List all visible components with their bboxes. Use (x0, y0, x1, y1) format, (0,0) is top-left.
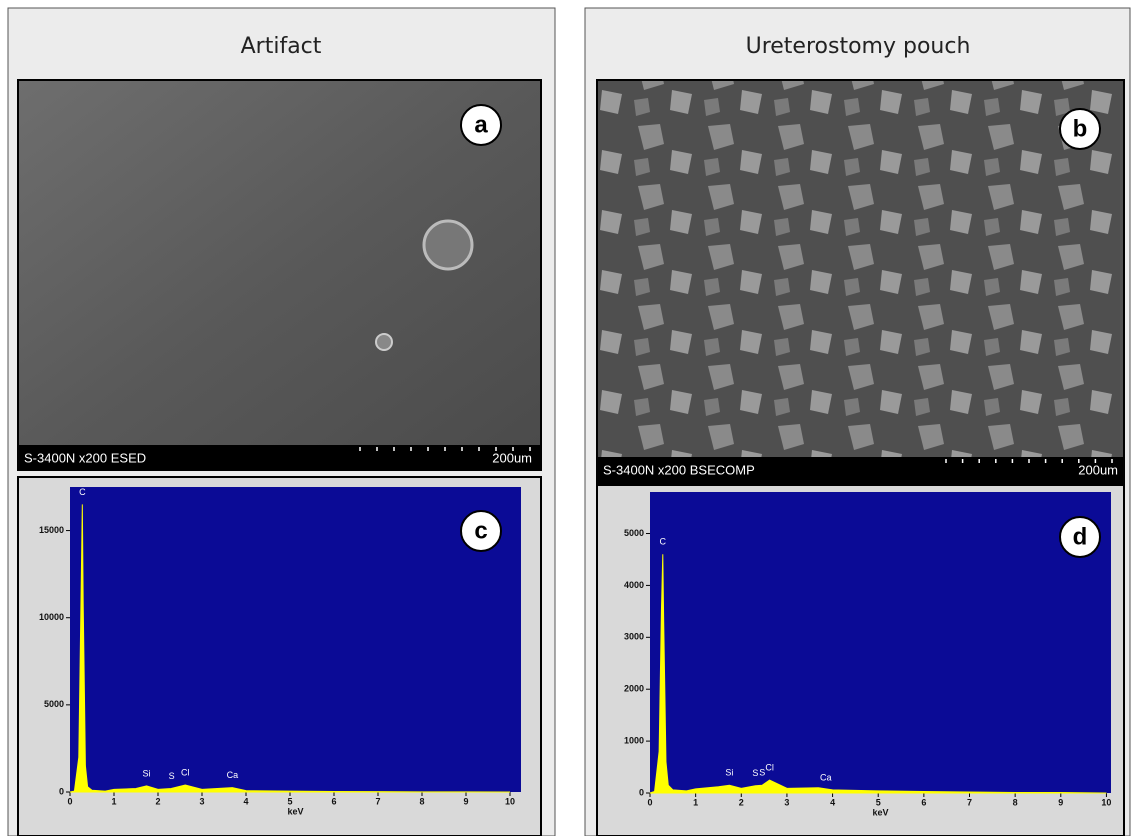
sem-feature (376, 334, 392, 350)
x-tick-label: 7 (967, 797, 972, 807)
x-tick-label: 10 (1101, 797, 1111, 807)
x-tick-label: 1 (111, 796, 116, 806)
x-tick-label: 4 (830, 797, 835, 807)
plot-area (650, 492, 1111, 793)
peak-label: Ca (227, 770, 239, 780)
peak-label: C (660, 537, 667, 547)
sem-image (597, 80, 1124, 483)
peak-label: Si (725, 768, 733, 778)
x-tick-label: 6 (331, 796, 336, 806)
x-tick-label: 5 (876, 797, 881, 807)
x-tick-label: 8 (419, 796, 424, 806)
peak-label: C (79, 487, 86, 497)
plot-area (70, 487, 521, 792)
x-tick-label: 8 (1013, 797, 1018, 807)
x-tick-label: 6 (921, 797, 926, 807)
y-tick-label: 5000 (624, 528, 644, 538)
panel-title: Artifact (241, 34, 322, 59)
x-axis-label: keV (872, 807, 888, 817)
panel-title: Ureterostomy pouch (746, 34, 971, 59)
y-tick-label: 10000 (39, 612, 64, 622)
x-tick-label: 4 (243, 796, 248, 806)
x-axis-label: keV (287, 806, 303, 816)
y-tick-label: 3000 (624, 632, 644, 642)
peak-label: Ca (820, 772, 832, 782)
caption: S-3400N x200 ESED (24, 450, 146, 465)
scale-label: 200um (492, 450, 532, 465)
x-tick-label: 1 (693, 797, 698, 807)
x-tick-label: 9 (463, 796, 468, 806)
y-tick-label: 1000 (624, 735, 644, 745)
image-label: b (1073, 115, 1088, 142)
caption: S-3400N x200 BSECOMP (603, 462, 755, 477)
scale-label: 200um (1078, 462, 1118, 477)
x-tick-label: 5 (287, 796, 292, 806)
chart-label: c (474, 517, 487, 544)
y-tick-label: 15000 (39, 525, 64, 535)
figure: Artifact S-3400N x200 ESED 200um a Urete… (0, 0, 1135, 836)
x-tick-label: 3 (199, 796, 204, 806)
peak-label: Cl (765, 762, 774, 772)
y-tick-label: 0 (639, 787, 644, 797)
y-tick-label: 4000 (624, 580, 644, 590)
peak-label: S (169, 771, 175, 781)
sem-image (18, 80, 541, 470)
x-tick-label: 2 (155, 796, 160, 806)
x-tick-label: 2 (739, 797, 744, 807)
peak-label: Si (143, 768, 151, 778)
peak-label: Cl (181, 767, 190, 777)
x-tick-label: 9 (1058, 797, 1063, 807)
x-tick-label: 0 (647, 797, 652, 807)
x-tick-label: 0 (67, 796, 72, 806)
x-tick-label: 10 (505, 796, 515, 806)
x-tick-label: 7 (375, 796, 380, 806)
image-label: a (474, 111, 488, 138)
sem-feature (424, 221, 472, 269)
chart-label: d (1073, 523, 1088, 550)
y-tick-label: 2000 (624, 684, 644, 694)
y-tick-label: 5000 (44, 699, 64, 709)
y-tick-label: 0 (59, 786, 64, 796)
x-tick-label: 3 (784, 797, 789, 807)
peak-label: S (752, 768, 758, 778)
